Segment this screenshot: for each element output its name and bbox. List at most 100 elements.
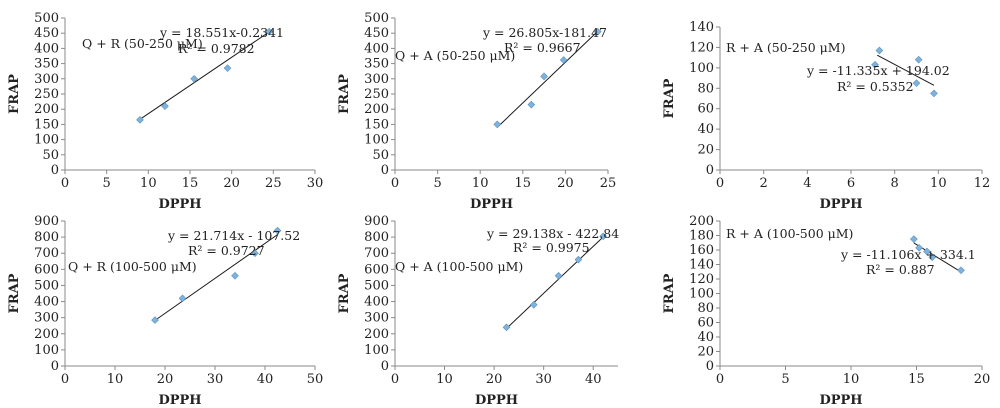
- data-point: [871, 60, 879, 69]
- y-tick-label: 500: [34, 278, 59, 293]
- y-tick-label: 250: [34, 87, 59, 102]
- x-tick-label: 10: [140, 176, 157, 191]
- y-tick-label: 800: [364, 230, 389, 245]
- trendline-equation: y = 26.805x-181.47: [482, 25, 607, 40]
- y-tick-label: 140: [689, 258, 714, 273]
- x-tick-label: 25: [265, 176, 282, 191]
- data-point: [190, 74, 198, 83]
- y-tick-label: 500: [34, 11, 59, 26]
- x-tick-label: 0: [61, 176, 69, 191]
- y-tick-label: 150: [364, 117, 389, 132]
- x-tick-label: 0: [716, 176, 724, 191]
- trendline: [139, 31, 270, 120]
- y-tick-label: 100: [364, 133, 389, 148]
- y-tick-label: 80: [697, 301, 714, 316]
- y-tick-label: 150: [34, 117, 59, 132]
- data-point: [928, 253, 937, 262]
- data-point: [231, 271, 239, 280]
- data-point: [554, 271, 563, 280]
- y-tick-label: 120: [689, 272, 714, 287]
- x-tick-label: 5: [781, 372, 789, 387]
- x-tick-label: 30: [207, 372, 224, 387]
- y-axis-label: FRAP: [337, 74, 352, 114]
- series-label: Q + A (50-250 μM): [395, 48, 515, 63]
- x-tick-label: 10: [436, 372, 453, 387]
- y-tick-label: 20: [697, 345, 714, 360]
- y-tick-label: 0: [706, 163, 714, 178]
- data-point: [915, 244, 923, 252]
- data-point: [930, 89, 938, 98]
- x-tick-label: 20: [486, 372, 503, 387]
- x-tick-label: 4: [803, 176, 811, 191]
- y-tick-label: 40: [697, 122, 714, 137]
- y-tick-label: 0: [381, 359, 389, 374]
- series-label: Q + R (50-250 μM): [82, 36, 203, 51]
- y-tick-label: 800: [34, 230, 59, 245]
- data-point: [493, 120, 502, 129]
- data-point: [912, 79, 921, 88]
- y-tick-label: 300: [34, 311, 59, 326]
- x-tick-label: 25: [600, 176, 617, 191]
- y-tick-label: 350: [34, 57, 59, 72]
- x-axis-label: DPPH: [819, 197, 862, 212]
- x-tick-label: 15: [182, 176, 199, 191]
- y-tick-label: 600: [364, 262, 389, 277]
- y-axis-label: FRAP: [662, 78, 677, 118]
- data-point: [251, 249, 259, 258]
- data-point: [151, 316, 159, 324]
- data-point: [875, 46, 884, 55]
- data-point: [923, 247, 931, 256]
- y-tick-label: 20: [697, 143, 714, 158]
- x-tick-label: 0: [716, 372, 724, 387]
- x-tick-label: 10: [843, 372, 860, 387]
- x-tick-label: 5: [433, 176, 441, 191]
- data-point: [599, 232, 607, 241]
- r-squared-label: R² = 0.9782: [178, 41, 255, 56]
- r-squared-label: R² = 0.9975: [513, 240, 590, 255]
- data-point: [161, 102, 169, 110]
- data-point: [178, 294, 187, 303]
- y-tick-label: 100: [364, 343, 389, 358]
- y-tick-label: 300: [364, 72, 389, 87]
- x-tick-label: 15: [515, 176, 532, 191]
- y-tick-label: 140: [689, 20, 714, 35]
- y-tick-label: 60: [697, 316, 714, 331]
- trendline: [506, 236, 604, 329]
- trendline: [496, 30, 599, 128]
- data-point: [559, 56, 568, 64]
- data-point: [529, 300, 538, 309]
- x-tick-label: 10: [107, 372, 124, 387]
- data-point: [574, 255, 583, 264]
- y-tick-label: 500: [364, 278, 389, 293]
- trendline-equation: y = -11.335x + 194.02: [806, 63, 950, 78]
- x-axis-label: DPPH: [819, 393, 862, 408]
- y-tick-label: 200: [689, 214, 714, 229]
- y-tick-label: 250: [364, 87, 389, 102]
- y-tick-label: 350: [364, 57, 389, 72]
- y-tick-label: 50: [372, 148, 389, 163]
- y-tick-label: 80: [697, 81, 714, 96]
- y-tick-label: 200: [364, 102, 389, 117]
- y-tick-label: 300: [364, 311, 389, 326]
- y-axis-label: FRAP: [337, 273, 352, 313]
- x-tick-label: 10: [930, 176, 947, 191]
- x-tick-label: 8: [891, 176, 899, 191]
- y-tick-label: 0: [706, 359, 714, 374]
- y-tick-label: 400: [364, 41, 389, 56]
- trendline-equation: y = 21.714x - 107.52: [167, 228, 300, 243]
- data-point: [957, 266, 965, 275]
- y-tick-label: 700: [364, 246, 389, 261]
- x-tick-label: 20: [974, 372, 991, 387]
- x-tick-label: 30: [535, 372, 552, 387]
- x-tick-label: 0: [391, 176, 399, 191]
- y-tick-label: 200: [34, 327, 59, 342]
- y-axis-label: FRAP: [7, 74, 22, 114]
- trendline: [154, 234, 278, 321]
- y-tick-label: 0: [51, 163, 59, 178]
